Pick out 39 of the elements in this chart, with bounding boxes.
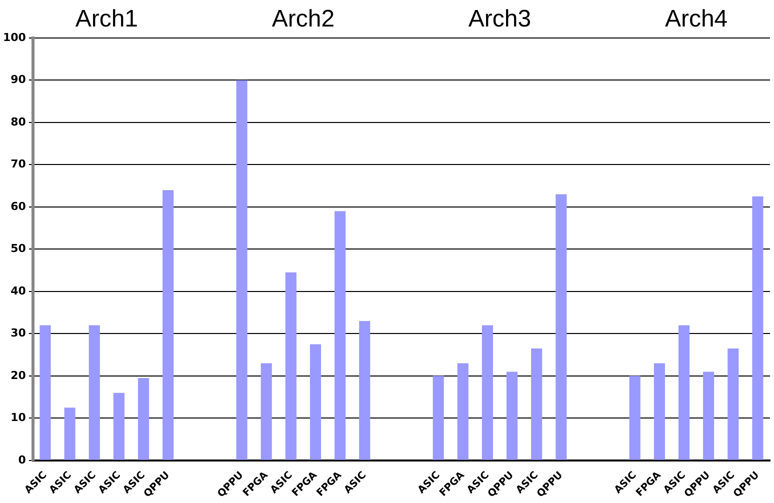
text: Arch2 — [272, 6, 335, 33]
y-tick-label: 100 — [2, 30, 26, 44]
bar — [752, 196, 764, 460]
bar — [285, 272, 296, 460]
bar — [629, 376, 640, 460]
bar — [678, 325, 690, 460]
bar — [728, 348, 739, 460]
bar — [556, 194, 567, 460]
text: Arch4 — [664, 6, 728, 33]
bar — [334, 211, 346, 460]
bar — [138, 378, 150, 460]
y-tick-label: 70 — [10, 158, 26, 171]
bar — [236, 80, 248, 460]
y-tick-label: 10 — [10, 411, 26, 424]
y-tick-label: 50 — [10, 242, 26, 256]
bar — [531, 348, 542, 460]
y-tick-label: 80 — [10, 115, 26, 128]
y-tick-label: 90 — [10, 73, 26, 86]
bar — [310, 344, 322, 460]
bar — [113, 392, 124, 460]
bar — [64, 408, 76, 460]
text: Arch1 — [75, 6, 138, 33]
bar — [359, 321, 370, 460]
bar — [654, 363, 665, 460]
bar — [457, 363, 468, 460]
y-tick-label: 40 — [10, 284, 26, 298]
bar — [506, 372, 518, 460]
y-tick-label: 60 — [10, 200, 26, 213]
bar — [703, 372, 714, 460]
y-tick-label: 30 — [10, 326, 26, 340]
bar — [88, 325, 100, 460]
bar — [162, 190, 174, 460]
y-tick-label: 20 — [10, 368, 26, 382]
bar — [482, 325, 493, 460]
bar — [260, 363, 272, 460]
text: Arch3 — [468, 6, 532, 33]
y-tick-label: 0 — [18, 453, 26, 466]
bar — [432, 376, 444, 460]
bar — [40, 325, 51, 460]
